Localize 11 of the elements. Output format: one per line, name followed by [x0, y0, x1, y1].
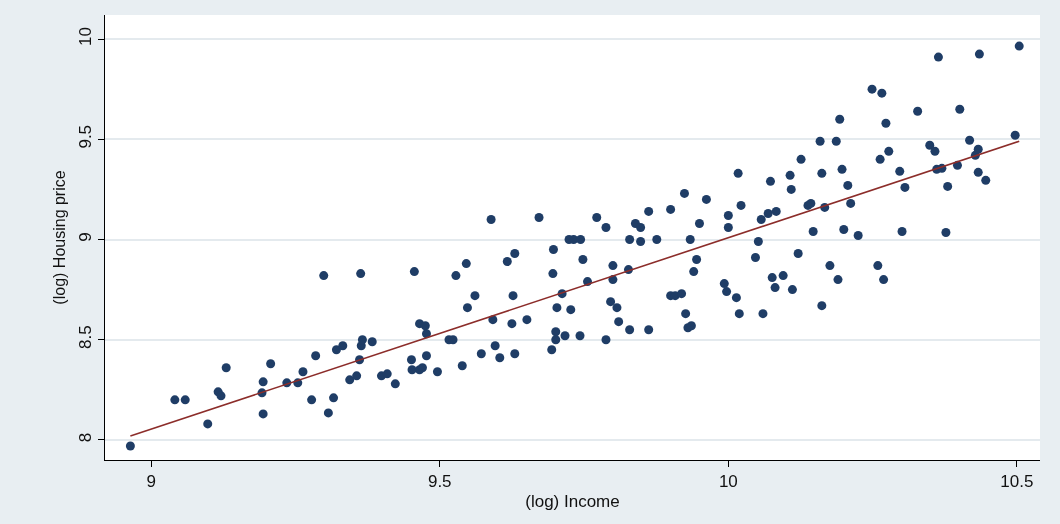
x-tick-label: 10.5	[1000, 472, 1034, 492]
y-tick-label: 9.5	[76, 124, 96, 149]
y-tick-label: 9	[76, 232, 96, 242]
x-axis-title: (log) Income	[525, 491, 620, 511]
x-tick-label: 9.5	[427, 472, 452, 492]
y-tick-label: 10	[76, 27, 96, 46]
x-tick-label: 10	[718, 472, 738, 492]
y-axis-title: (log) Housing price	[51, 170, 69, 305]
y-tick-label: 8	[76, 432, 96, 443]
x-tick-label: 9	[146, 472, 156, 492]
y-tick-label: 8.5	[76, 325, 96, 349]
